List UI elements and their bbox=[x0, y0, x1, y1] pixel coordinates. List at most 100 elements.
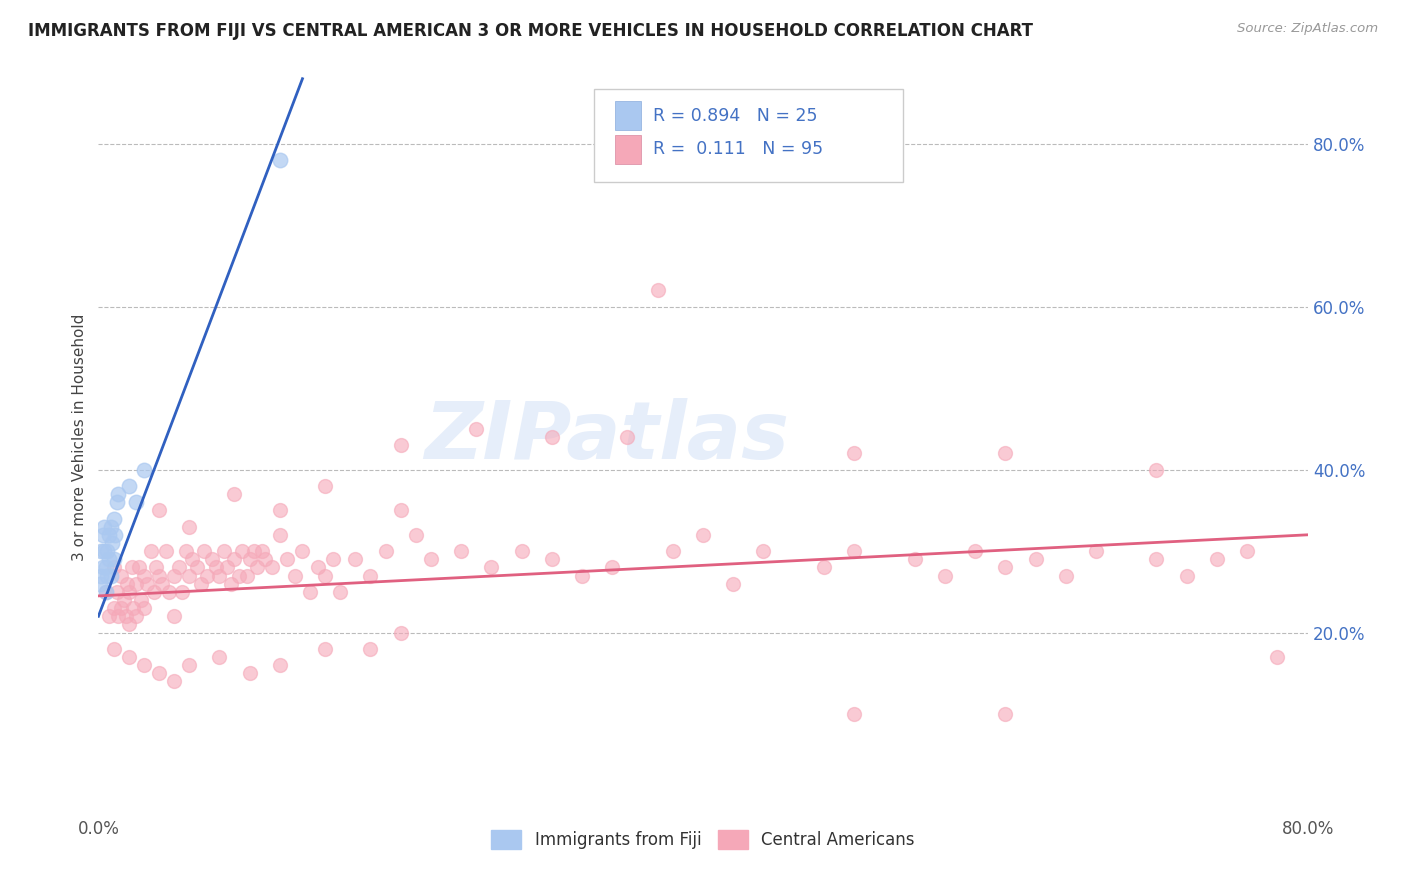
Point bbox=[107, 487, 129, 501]
Point bbox=[602, 560, 624, 574]
Point bbox=[150, 576, 173, 591]
Point bbox=[103, 552, 125, 566]
Point bbox=[89, 576, 111, 591]
Point bbox=[374, 544, 396, 558]
Point bbox=[208, 568, 231, 582]
Point bbox=[723, 576, 745, 591]
Point bbox=[314, 568, 336, 582]
Point bbox=[307, 560, 329, 574]
Point bbox=[143, 584, 166, 599]
Point bbox=[269, 528, 291, 542]
Point bbox=[1054, 568, 1077, 582]
Point bbox=[141, 544, 163, 558]
Point bbox=[98, 552, 121, 566]
Point bbox=[128, 560, 150, 574]
Point bbox=[269, 503, 291, 517]
Point bbox=[186, 560, 208, 574]
Point bbox=[1144, 463, 1167, 477]
Point bbox=[132, 463, 155, 477]
Point bbox=[93, 519, 115, 533]
Point bbox=[540, 552, 562, 566]
Point bbox=[360, 641, 382, 656]
Point bbox=[174, 544, 197, 558]
Bar bbox=[614, 135, 641, 163]
Point bbox=[91, 560, 114, 574]
Point bbox=[243, 544, 266, 558]
Point bbox=[145, 560, 167, 574]
Point bbox=[100, 568, 122, 582]
Point bbox=[179, 519, 201, 533]
Point bbox=[208, 650, 231, 665]
Point bbox=[101, 536, 124, 550]
Point bbox=[94, 584, 117, 599]
Point bbox=[844, 446, 866, 460]
Point bbox=[752, 544, 775, 558]
Point bbox=[994, 560, 1017, 574]
Point bbox=[420, 552, 443, 566]
Point bbox=[276, 552, 298, 566]
Point bbox=[405, 528, 427, 542]
Point bbox=[132, 568, 155, 582]
Point bbox=[98, 528, 121, 542]
Point bbox=[125, 609, 148, 624]
Point bbox=[389, 625, 412, 640]
Point bbox=[344, 552, 367, 566]
Point bbox=[148, 666, 170, 681]
Point bbox=[122, 601, 145, 615]
Point bbox=[91, 528, 114, 542]
Point bbox=[104, 528, 127, 542]
Point bbox=[212, 544, 235, 558]
Point bbox=[450, 544, 472, 558]
Point bbox=[114, 609, 136, 624]
Text: Source: ZipAtlas.com: Source: ZipAtlas.com bbox=[1237, 22, 1378, 36]
Point bbox=[94, 560, 117, 574]
Point bbox=[1024, 552, 1046, 566]
Point bbox=[170, 584, 193, 599]
Point bbox=[163, 674, 186, 689]
Point bbox=[322, 552, 344, 566]
Point bbox=[844, 544, 866, 558]
Point bbox=[148, 568, 170, 582]
Point bbox=[118, 617, 141, 632]
Point bbox=[1085, 544, 1108, 558]
Point bbox=[616, 430, 638, 444]
Point bbox=[112, 593, 135, 607]
Point bbox=[93, 544, 115, 558]
Point bbox=[571, 568, 593, 582]
Point bbox=[224, 552, 246, 566]
Point bbox=[224, 487, 246, 501]
Point bbox=[167, 560, 190, 574]
Point bbox=[291, 544, 314, 558]
Point bbox=[314, 479, 336, 493]
Point bbox=[329, 584, 352, 599]
Point bbox=[934, 568, 956, 582]
Point bbox=[1175, 568, 1198, 582]
Point bbox=[163, 568, 186, 582]
Point bbox=[103, 641, 125, 656]
Point bbox=[465, 422, 488, 436]
Point bbox=[195, 568, 218, 582]
Point bbox=[179, 658, 201, 673]
Point bbox=[844, 706, 866, 721]
Point bbox=[148, 503, 170, 517]
Point bbox=[125, 576, 148, 591]
Point bbox=[100, 519, 122, 533]
Point bbox=[201, 552, 224, 566]
Point bbox=[96, 544, 118, 558]
Point bbox=[125, 495, 148, 509]
Point bbox=[360, 568, 382, 582]
Point bbox=[239, 666, 262, 681]
Point bbox=[179, 568, 201, 582]
Point bbox=[205, 560, 228, 574]
Point bbox=[159, 584, 181, 599]
Point bbox=[253, 552, 276, 566]
Point bbox=[155, 544, 177, 558]
Point bbox=[965, 544, 987, 558]
FancyBboxPatch shape bbox=[595, 88, 903, 182]
Point bbox=[904, 552, 927, 566]
Point bbox=[269, 658, 291, 673]
Point bbox=[1206, 552, 1229, 566]
Point bbox=[221, 576, 243, 591]
Point bbox=[121, 560, 143, 574]
Point bbox=[250, 544, 273, 558]
